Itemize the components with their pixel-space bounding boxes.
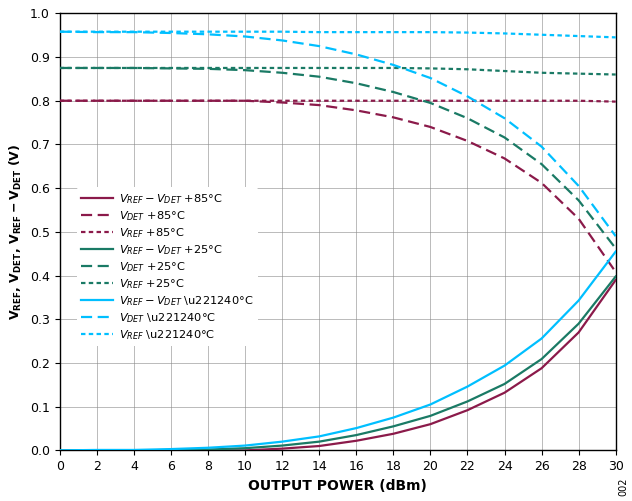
Legend: $V_{REF} - V_{DET}$ +85°C, $V_{DET}$ +85°C, $V_{REF}$ +85°C, $V_{REF} - V_{DET}$: $V_{REF} - V_{DET}$ +85°C, $V_{DET}$ +85… xyxy=(76,187,258,346)
X-axis label: OUTPUT POWER (dBm): OUTPUT POWER (dBm) xyxy=(248,478,427,492)
Text: 002: 002 xyxy=(619,477,629,496)
Y-axis label: $\mathregular{V_{REF}}$, $\mathregular{V_{DET}}$, $\mathregular{V_{REF} - V_{DET: $\mathregular{V_{REF}}$, $\mathregular{V… xyxy=(8,144,25,320)
